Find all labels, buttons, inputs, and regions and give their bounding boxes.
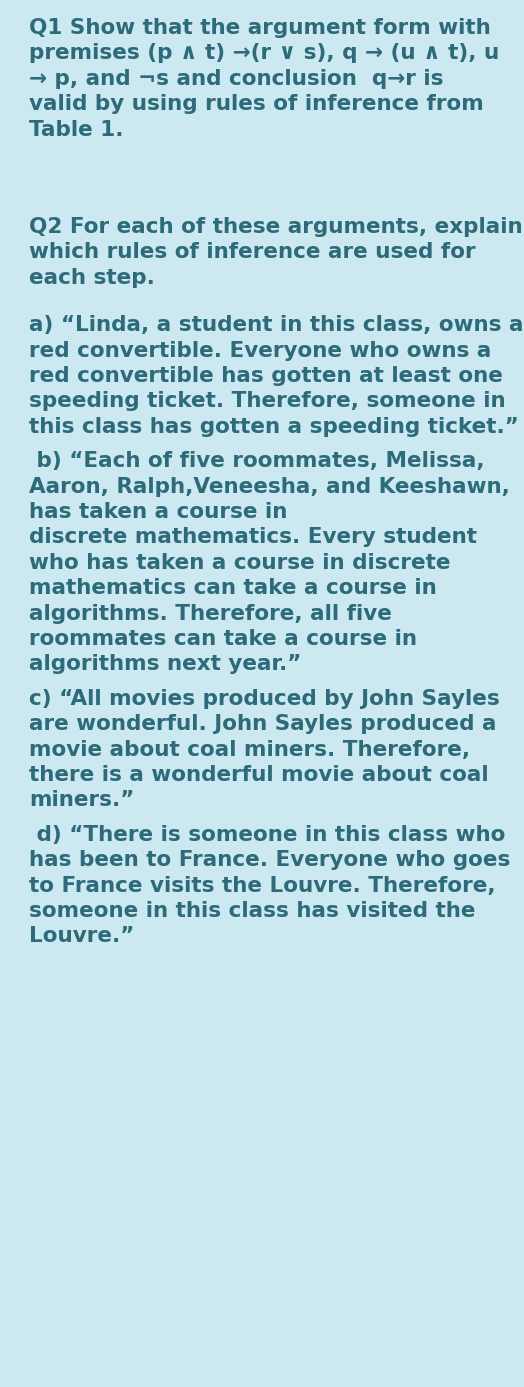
Text: premises (p ∧ t) →(r ∨ s), q → (u ∧ t), u: premises (p ∧ t) →(r ∨ s), q → (u ∧ t), … [29,43,499,64]
Text: c) “All movies produced by John Sayles: c) “All movies produced by John Sayles [29,689,499,709]
Text: has taken a course in: has taken a course in [29,502,287,522]
Text: has been to France. Everyone who goes: has been to France. Everyone who goes [29,850,510,870]
Text: someone in this class has visited the: someone in this class has visited the [29,902,475,921]
Text: d) “There is someone in this class who: d) “There is someone in this class who [29,825,505,845]
Text: red convertible. Everyone who owns a: red convertible. Everyone who owns a [29,341,491,361]
Text: who has taken a course in discrete: who has taken a course in discrete [29,553,450,573]
Text: each step.: each step. [29,268,155,288]
Text: this class has gotten a speeding ticket.”: this class has gotten a speeding ticket.… [29,417,519,437]
Text: there is a wonderful movie about coal: there is a wonderful movie about coal [29,766,488,785]
Text: are wonderful. John Sayles produced a: are wonderful. John Sayles produced a [29,714,496,734]
Text: valid by using rules of inference from: valid by using rules of inference from [29,94,484,114]
Text: red convertible has gotten at least one: red convertible has gotten at least one [29,366,503,386]
Text: mathematics can take a course in: mathematics can take a course in [29,578,436,598]
Text: discrete mathematics. Every student: discrete mathematics. Every student [29,527,477,548]
Text: algorithms next year.”: algorithms next year.” [29,655,301,674]
Text: Q1 Show that the argument form with: Q1 Show that the argument form with [29,18,490,37]
Text: a) “Linda, a student in this class, owns a: a) “Linda, a student in this class, owns… [29,315,523,336]
Text: Louvre.”: Louvre.” [29,927,134,946]
Text: which rules of inference are used for: which rules of inference are used for [29,243,475,262]
Text: to France visits the Louvre. Therefore,: to France visits the Louvre. Therefore, [29,875,496,896]
Text: b) “Each of five roommates, Melissa,: b) “Each of five roommates, Melissa, [29,451,485,472]
Text: movie about coal miners. Therefore,: movie about coal miners. Therefore, [29,739,470,760]
Text: algorithms. Therefore, all five: algorithms. Therefore, all five [29,603,392,624]
Text: Q2 For each of these arguments, explain: Q2 For each of these arguments, explain [29,216,522,237]
Text: Aaron, Ralph,Veneesha, and Keeshawn,: Aaron, Ralph,Veneesha, and Keeshawn, [29,477,510,497]
Text: miners.”: miners.” [29,791,134,810]
Text: Table 1.: Table 1. [29,119,123,140]
Text: roommates can take a course in: roommates can take a course in [29,630,417,649]
Text: speeding ticket. Therefore, someone in: speeding ticket. Therefore, someone in [29,391,506,412]
Text: → p, and ¬s and conclusion  q→r is: → p, and ¬s and conclusion q→r is [29,69,443,89]
